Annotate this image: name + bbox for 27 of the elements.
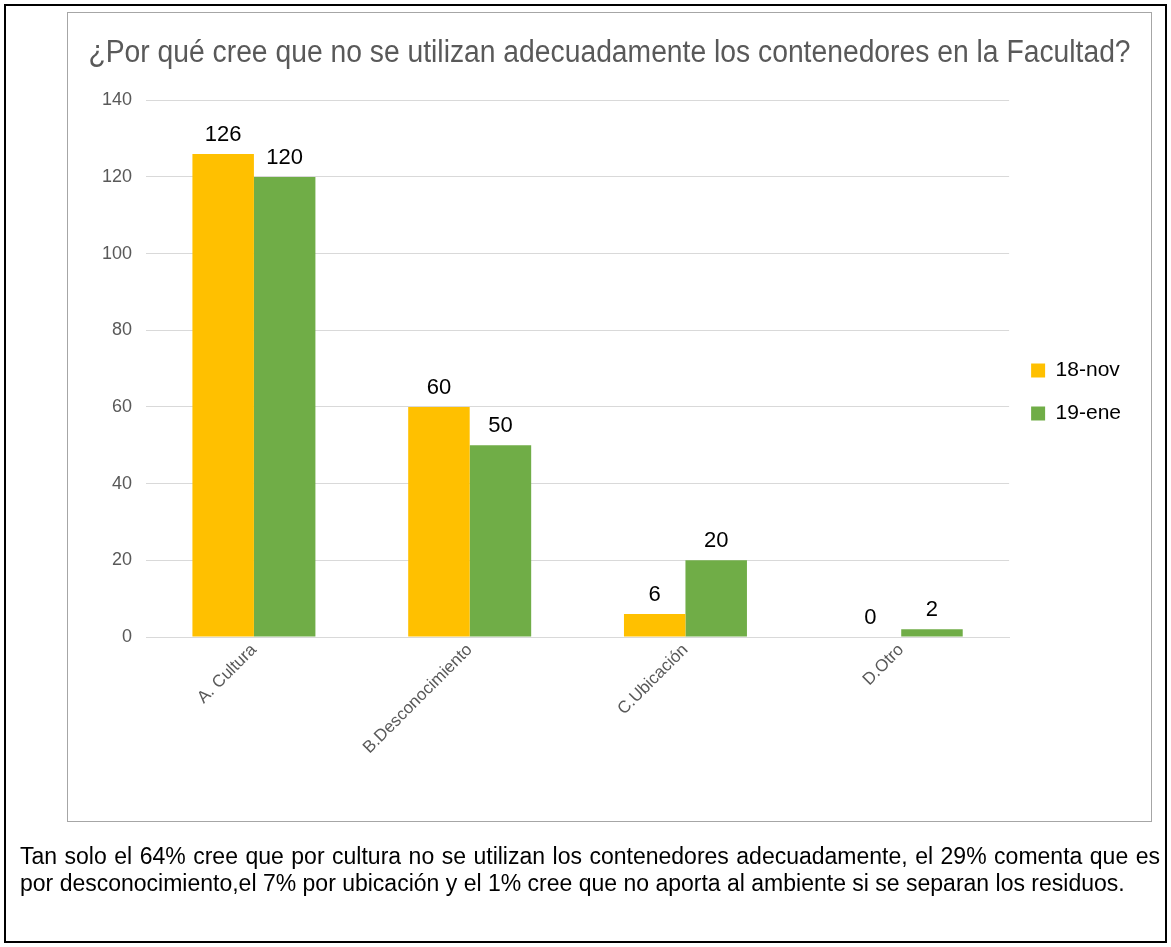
data-label: 0 xyxy=(864,604,877,630)
text: Tan solo el 64% cree que por cultura no se utilizan los contenedores adecuadamente, el 29% comenta que es por desconocimiento,el 7% por ubicación y el 1% cree que no aporta al ambiente si se separan los residuos. xyxy=(20,843,1160,897)
y-tick-label: 20 xyxy=(112,549,133,570)
legend-label: 18-nov xyxy=(1055,357,1121,381)
y-tick-label: 40 xyxy=(112,472,133,493)
data-label: 50 xyxy=(488,412,513,438)
bar xyxy=(901,629,963,637)
data-label: 2 xyxy=(925,596,939,622)
bar xyxy=(408,406,470,637)
bar xyxy=(253,176,316,637)
y-tick-label: 60 xyxy=(112,395,133,416)
y-tick-label: 80 xyxy=(112,319,133,340)
data-label: 6 xyxy=(648,581,661,607)
bar xyxy=(192,153,254,637)
data-label: 120 xyxy=(266,143,304,169)
chart-title: ¿Por qué cree que no se utilizan adecuadamente los contenedores en la Facultad? xyxy=(88,33,1131,69)
data-label: 126 xyxy=(204,120,242,146)
bar xyxy=(469,445,532,637)
bar xyxy=(685,560,747,637)
y-tick-label: 120 xyxy=(101,165,133,186)
y-tick-label: 0 xyxy=(122,625,133,646)
y-tick-label: 140 xyxy=(101,89,133,110)
data-label: 20 xyxy=(703,527,729,553)
bar xyxy=(623,614,686,637)
legend-label: 19-ene xyxy=(1055,400,1121,424)
data-label: 60 xyxy=(426,374,452,400)
y-tick-label: 100 xyxy=(101,242,133,263)
